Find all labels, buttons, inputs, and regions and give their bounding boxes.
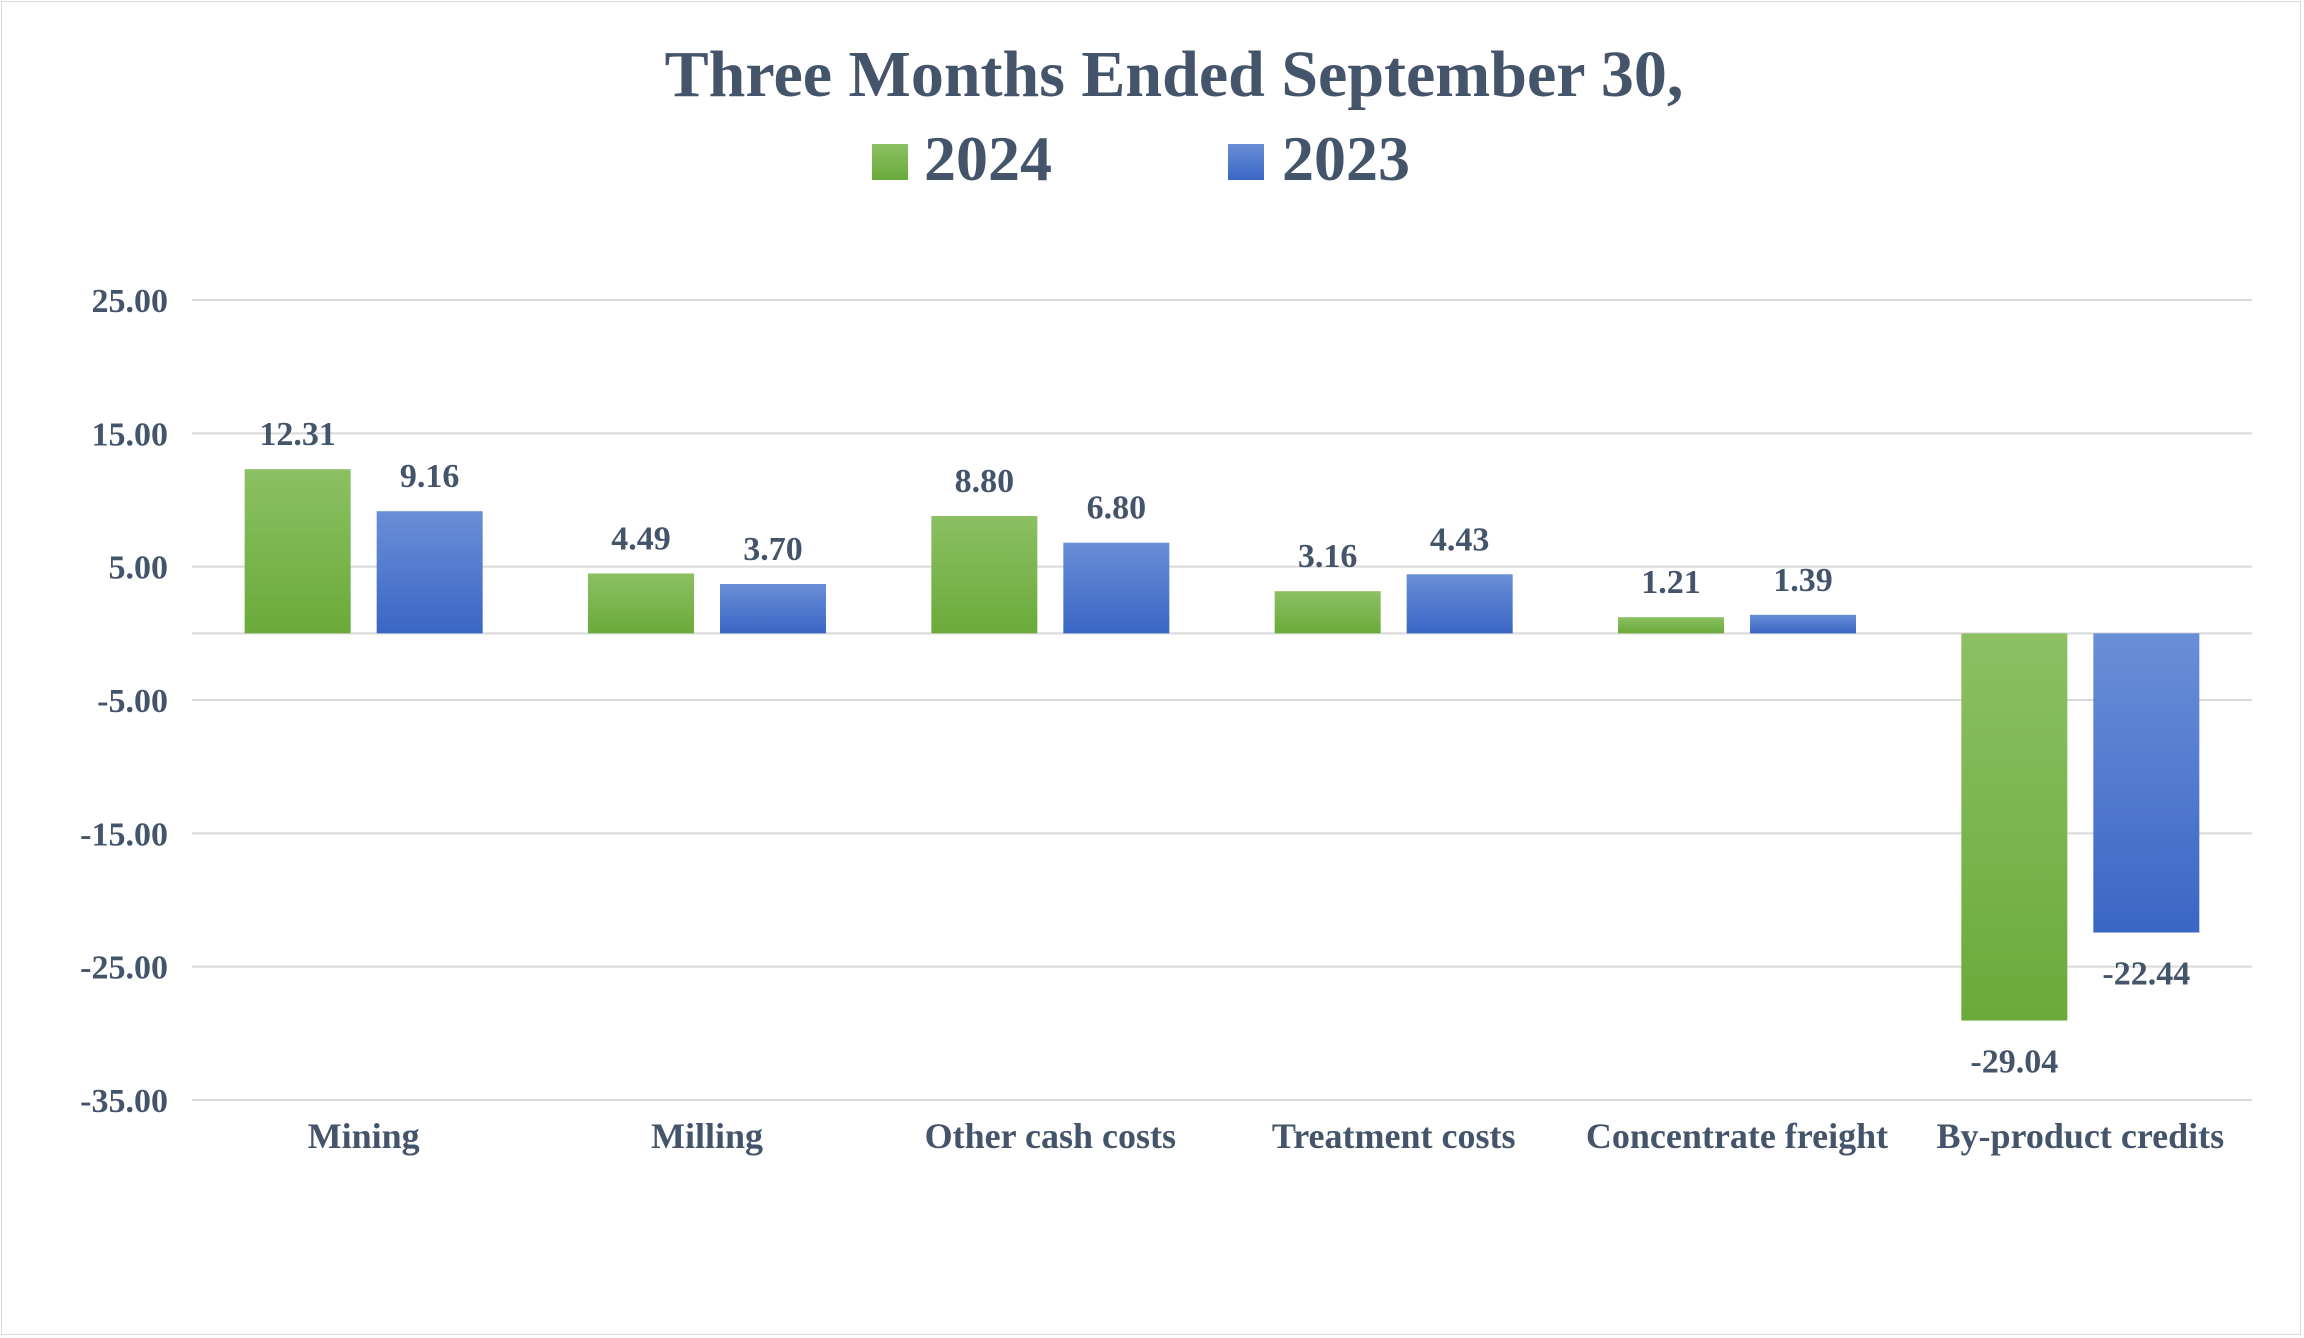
gridlines: [192, 299, 2252, 1101]
bar-2023-0: [376, 511, 483, 634]
bar-2023-1: [720, 584, 826, 634]
data-label: 9.16: [400, 458, 460, 495]
bar-2024-1: [588, 573, 694, 634]
data-label: 6.80: [1087, 490, 1147, 527]
bar-2024-4: [1618, 617, 1724, 634]
bar-2024-3: [1274, 591, 1381, 634]
legend: 2024 2023: [872, 123, 1410, 194]
data-labels: 12.31 9.16 4.49 3.70 8.80 6.80 3.16 4.43 1.21 1.3…: [259, 416, 2190, 1080]
x-category-label: By-product credits: [1936, 1116, 2224, 1156]
bar-2023-2: [1063, 542, 1170, 634]
y-tick-label: 5.00: [109, 550, 169, 587]
y-tick-label: 15.00: [92, 416, 169, 453]
bar-2023-5: [2093, 633, 2200, 933]
legend-swatch-2024: [872, 144, 908, 180]
y-tick-label: -25.00: [80, 950, 168, 987]
bars: [244, 469, 2200, 1021]
bar-2023-4: [1750, 614, 1856, 634]
bar-2024-5: [1961, 633, 2068, 1021]
bar-2024-2: [931, 516, 1038, 634]
data-label: 8.80: [955, 463, 1015, 500]
x-category-label: Mining: [308, 1116, 420, 1156]
data-label: 3.16: [1298, 538, 1358, 575]
data-label: 12.31: [259, 416, 336, 453]
y-tick-label: 25.00: [92, 283, 169, 320]
data-label: 4.43: [1430, 521, 1490, 558]
data-label: 3.70: [743, 531, 803, 568]
legend-label-2024: 2024: [924, 123, 1052, 194]
legend-swatch-2023: [1228, 144, 1264, 180]
x-category-label: Treatment costs: [1272, 1116, 1516, 1156]
data-label: 1.21: [1641, 564, 1701, 601]
data-label: 1.39: [1773, 562, 1833, 599]
y-tick-label: -35.00: [80, 1083, 168, 1120]
chart-title: Three Months Ended September 30,: [665, 38, 1684, 111]
y-tick-label: -15.00: [80, 816, 168, 853]
x-category-label: Concentrate freight: [1586, 1116, 1888, 1156]
x-category-label: Milling: [651, 1116, 763, 1156]
x-axis: Mining Milling Other cash costs Treatment c…: [308, 1116, 2225, 1156]
y-axis: 25.00 15.00 5.00 -5.00 -15.00 -25.00 -35.00: [80, 283, 168, 1120]
data-label: -22.44: [2102, 956, 2190, 993]
legend-label-2023: 2023: [1282, 123, 1410, 194]
data-label: -29.04: [1970, 1044, 2058, 1081]
x-category-label: Other cash costs: [925, 1116, 1176, 1156]
data-label: 4.49: [611, 520, 671, 557]
bar-2023-3: [1406, 574, 1513, 634]
bar-2024-0: [244, 469, 351, 634]
y-tick-label: -5.00: [97, 683, 168, 720]
